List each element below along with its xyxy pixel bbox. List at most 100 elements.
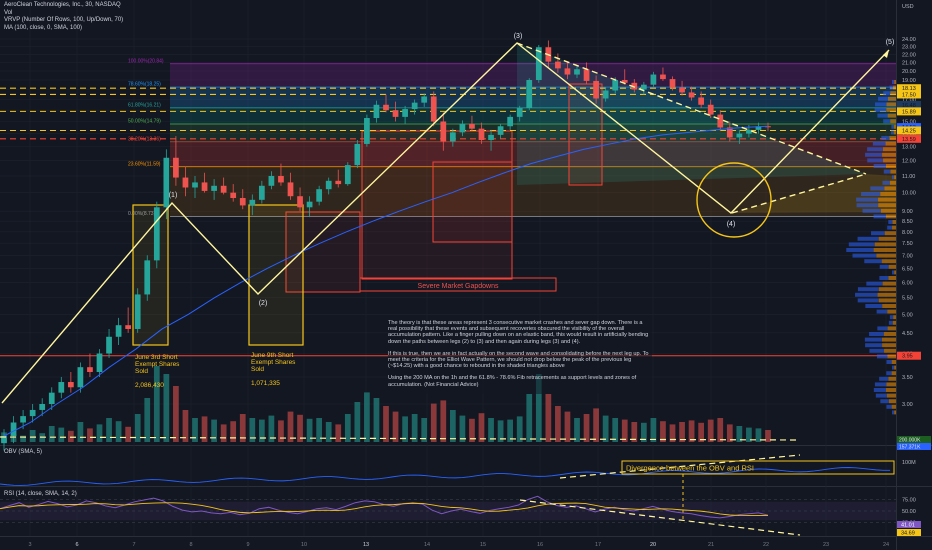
volume-profile-bar bbox=[873, 164, 886, 168]
time-tick-label: 8 bbox=[189, 542, 192, 548]
volume-bar bbox=[383, 406, 389, 442]
time-tick-label: 6 bbox=[75, 542, 78, 548]
time-tick-label: 3 bbox=[28, 542, 31, 548]
volume-profile-bar bbox=[856, 197, 879, 202]
volume-bar bbox=[20, 435, 26, 442]
volume-profile-bar bbox=[867, 158, 884, 163]
volume-profile-bar bbox=[881, 136, 890, 140]
candle-body bbox=[755, 126, 762, 130]
price-tag-label: 13.59 bbox=[902, 137, 916, 143]
candle-body bbox=[153, 207, 160, 261]
gapdown-rect bbox=[568, 83, 603, 186]
volume-profile-bar bbox=[861, 192, 881, 196]
candle-body bbox=[736, 133, 743, 138]
time-tick-label: 22 bbox=[763, 542, 769, 548]
volume-profile-bar bbox=[892, 365, 895, 370]
gap-label-box bbox=[359, 277, 557, 292]
volume-profile-bar bbox=[878, 96, 888, 101]
candle-body bbox=[87, 367, 93, 372]
price-tick-label: 22.00 bbox=[902, 52, 916, 58]
gapdown-rect bbox=[285, 211, 361, 293]
candle-body bbox=[707, 104, 714, 115]
volume-profile-bar bbox=[886, 382, 896, 387]
candle-body bbox=[220, 185, 227, 193]
candle-body bbox=[650, 74, 657, 85]
volume-bar bbox=[535, 374, 542, 442]
price-tick-label: 3.00 bbox=[902, 402, 913, 408]
volume-bar bbox=[469, 418, 475, 442]
candle-body bbox=[488, 134, 494, 140]
volume-profile-bar bbox=[867, 147, 883, 152]
wave-label: (4) bbox=[727, 221, 736, 228]
volume-bar bbox=[173, 386, 179, 442]
candle-body bbox=[182, 177, 189, 188]
obv-tick-label: 100M bbox=[902, 460, 916, 466]
volume-bar bbox=[163, 374, 170, 442]
volume-profile-bar bbox=[882, 281, 896, 286]
volume-bar bbox=[593, 408, 599, 442]
volume-bar bbox=[488, 418, 494, 442]
volume-profile-bar bbox=[857, 298, 879, 303]
volume-bar bbox=[746, 427, 752, 442]
volume-bar bbox=[707, 419, 714, 442]
volume-bar bbox=[392, 411, 399, 442]
price-tick-label: 5.50 bbox=[902, 296, 913, 302]
candle-body bbox=[77, 367, 84, 388]
volume-profile-bar bbox=[883, 91, 891, 96]
candle-body bbox=[249, 199, 256, 206]
candle-body bbox=[535, 47, 542, 81]
candle-body bbox=[48, 392, 55, 404]
volume-bar bbox=[478, 413, 485, 442]
volume-profile-bar bbox=[894, 175, 896, 180]
wave-label: (1) bbox=[169, 192, 178, 199]
time-tick-label: 20 bbox=[650, 542, 656, 548]
volume-profile-bar bbox=[852, 253, 877, 258]
june3-amount: 2,086,430 bbox=[135, 382, 164, 389]
price-tick-label: 5.00 bbox=[902, 312, 913, 318]
candle-body bbox=[306, 201, 313, 208]
volume-profile-bar bbox=[891, 404, 896, 409]
wave-label: (3) bbox=[514, 33, 523, 40]
volume-bar bbox=[287, 411, 294, 442]
june9-title: June 9th Short Exempt Shares Sold bbox=[251, 352, 296, 373]
volume-bar bbox=[278, 420, 284, 442]
candle-body bbox=[621, 80, 628, 83]
june9-amount: 1,071,335 bbox=[251, 380, 280, 387]
candle-body bbox=[593, 80, 599, 99]
volume-profile-bar bbox=[864, 337, 882, 342]
candle-body bbox=[134, 294, 141, 329]
candle-body bbox=[58, 382, 65, 393]
volume-profile-bar bbox=[848, 242, 875, 247]
price-tick-label: 24.00 bbox=[902, 37, 916, 43]
volume-bar bbox=[755, 428, 762, 442]
candle-body bbox=[173, 157, 179, 178]
volume-bar bbox=[440, 400, 447, 442]
volume-bar bbox=[77, 422, 84, 442]
volume-profile-bar bbox=[872, 141, 886, 146]
volume-profile-bar bbox=[880, 208, 896, 213]
ma-label[interactable]: MA (100, close, 0, SMA, 100) bbox=[4, 24, 83, 31]
chart-legend: AeroClean Technologies, Inc., 30, NASDAQ… bbox=[4, 2, 123, 32]
candle-body bbox=[526, 80, 533, 108]
candle-body bbox=[316, 189, 323, 202]
volume-profile-bar bbox=[869, 332, 884, 336]
volume-tag bbox=[897, 443, 931, 450]
price-tag-label: 17.50 bbox=[902, 92, 916, 98]
volume-bar bbox=[679, 422, 685, 442]
candle-body bbox=[411, 102, 418, 110]
volume-bar bbox=[48, 426, 55, 442]
vrvp-label[interactable]: VRVP (Number Of Rows, 100, Up/Down, 70) bbox=[4, 17, 124, 23]
volume-profile-bar bbox=[879, 276, 889, 280]
note-paragraph-3: Using the 200 MA on the 1h and the 61.8%… bbox=[388, 375, 637, 388]
volume-profile-bar bbox=[878, 236, 896, 241]
candle-body bbox=[268, 175, 275, 186]
volume-profile-bar bbox=[892, 225, 896, 230]
symbol-title[interactable]: AeroClean Technologies, Inc., 30, NASDAQ bbox=[4, 2, 121, 8]
time-tick-label: 24 bbox=[883, 542, 889, 548]
volume-profile-bar bbox=[891, 130, 894, 135]
rsi-value-tag bbox=[897, 529, 921, 536]
volume-label[interactable]: Vol bbox=[4, 9, 13, 16]
candle-body bbox=[402, 109, 408, 117]
candle-body bbox=[115, 325, 122, 337]
